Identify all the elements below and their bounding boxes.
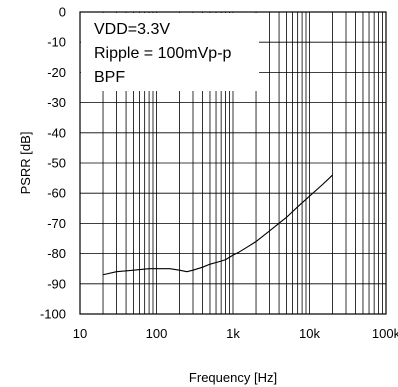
y-tick-labels: 0 -10 -20 -30 -40 -50 -60 -70 -80 -90 -100 <box>40 5 66 322</box>
series-line <box>102 174 333 276</box>
y-tick-label: -40 <box>47 125 66 140</box>
series-group <box>102 174 333 276</box>
y-tick-label: -90 <box>47 276 66 291</box>
x-axis-label: Frequency [Hz] <box>189 370 277 385</box>
y-tick-label: -30 <box>47 95 66 110</box>
x-tick-label: 10k <box>299 326 320 341</box>
y-tick-label: -100 <box>40 307 66 322</box>
y-axis-label: PSRR [dB] <box>18 132 33 195</box>
annotation-line: VDD=3.3V <box>94 21 170 38</box>
y-tick-label: -20 <box>47 65 66 80</box>
plot-frame <box>79 11 387 315</box>
x-tick-labels: 10 100 1k 10k 100k <box>73 326 398 341</box>
y-tick-label: -50 <box>47 156 66 171</box>
x-tick-label: 10 <box>73 326 87 341</box>
x-tick-label: 100k <box>372 326 398 341</box>
y-tick-label: -80 <box>47 246 66 261</box>
y-tick-label: -70 <box>47 216 66 231</box>
annotation-box <box>81 13 259 91</box>
annotation-line: BPF <box>94 69 125 86</box>
y-tick-label: 0 <box>59 5 66 20</box>
x-tick-label: 100 <box>146 326 168 341</box>
annotation-line: Ripple = 100mVp-p <box>94 45 232 62</box>
x-tick-label: 1k <box>226 326 240 341</box>
annotations: VDD=3.3V Ripple = 100mVp-p BPF <box>94 21 232 86</box>
y-tick-label: -60 <box>47 186 66 201</box>
y-tick-label: -10 <box>47 35 66 50</box>
